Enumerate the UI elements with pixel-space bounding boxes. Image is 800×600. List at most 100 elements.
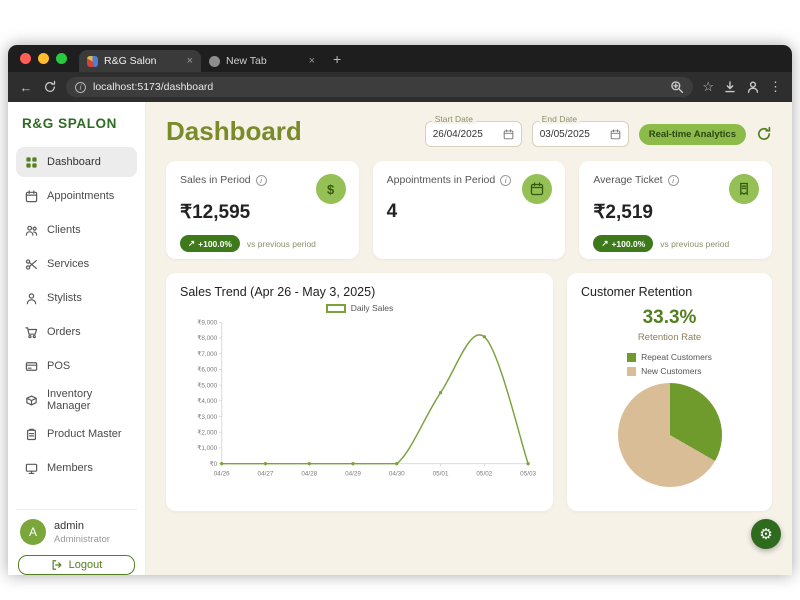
svg-text:₹7,000: ₹7,000 [197,351,217,358]
chart-legend[interactable]: Daily Sales [180,303,539,313]
new-tab-button[interactable]: + [333,51,342,67]
retention-legend: Repeat Customers New Customers [627,352,712,376]
settings-fab-button[interactable]: ⚙ [751,519,781,549]
sidebar-item-label: Product Master [47,428,122,440]
tab-close-icon[interactable]: × [186,55,193,67]
browser-toolbar: ← i localhost:5173/dashboard ☆ ⋮ [8,72,792,102]
svg-text:₹3,000: ₹3,000 [197,414,217,421]
sidebar-item-orders[interactable]: Orders [16,317,137,347]
refresh-button[interactable] [756,126,772,142]
legend-swatch-repeat [627,352,637,362]
retention-subtitle: Retention Rate [637,332,702,343]
tab-strip: R&G Salon × New Tab × + [8,45,792,72]
info-icon[interactable]: i [667,174,679,186]
sidebar-item-label: Stylists [47,292,82,304]
legend-label: Repeat Customers [641,352,712,362]
sidebar-item-clients[interactable]: Clients [16,215,137,245]
svg-text:₹5,000: ₹5,000 [197,382,217,389]
sidebar-item-members[interactable]: Members [16,453,137,483]
sidebar-item-pos[interactable]: POS [16,351,137,381]
url-text: localhost:5173/dashboard [93,81,214,93]
sales-trend-chart: ₹0 ₹1,000 ₹2,000 ₹3,000 ₹4,000 ₹5,000 ₹6,000 ₹7… [197,320,536,478]
page-header: Dashboard Start Date 26/04/2025 [166,114,772,147]
clipboard-icon [26,428,37,440]
tab-close-icon[interactable]: × [308,55,315,67]
gear-icon: ⚙ [759,526,773,543]
retention-pie [617,383,722,487]
sidebar-nav: Dashboard Appointments [16,147,137,487]
info-icon[interactable]: i [500,174,512,186]
logout-icon [52,560,62,570]
svg-text:₹1,000: ₹1,000 [197,445,217,452]
sidebar-item-label: Inventory Manager [47,388,93,412]
info-icon[interactable]: i [255,174,267,186]
stat-label: Sales in Period [180,174,251,186]
bookmark-star-icon[interactable]: ☆ [702,79,714,94]
card-terminal-icon [25,361,38,371]
retention-title: Customer Retention [581,285,693,299]
tab-title: New Tab [226,55,267,67]
tab-rg-salon[interactable]: R&G Salon × [79,50,201,72]
browser-window: R&G Salon × New Tab × + ← i localhost:51… [8,45,792,575]
svg-text:₹8,000: ₹8,000 [197,335,217,342]
sidebar-item-appointments[interactable]: Appointments [16,181,137,211]
svg-text:05/03: 05/03 [520,470,536,477]
person-icon [26,292,37,304]
people-icon [25,225,38,236]
stat-label: Average Ticket [593,174,663,186]
new-tab-favicon [209,55,220,67]
sidebar-item-label: Orders [47,326,81,338]
app-root: R&G SPALON Dashboard [8,102,792,575]
user-name: admin [54,519,84,532]
legend-label: New Customers [641,366,702,376]
calendar-icon[interactable] [503,128,514,140]
zoom-icon[interactable] [670,80,684,94]
fullscreen-window-button[interactable] [56,53,67,64]
end-date-input[interactable]: End Date 03/05/2025 [531,114,629,147]
sidebar-item-dashboard[interactable]: Dashboard [16,147,137,177]
download-icon[interactable] [723,80,737,94]
scissors-icon [25,258,37,270]
svg-text:₹4,000: ₹4,000 [197,398,217,405]
stat-value: ₹2,519 [593,202,653,223]
delta-badge: ↗ +100.0% [593,235,654,252]
svg-text:05/02: 05/02 [476,470,492,477]
start-date-input[interactable]: Start Date 26/04/2025 [424,114,522,147]
realtime-analytics-badge: Real-time Analytics [638,123,746,145]
sidebar-item-label: Members [47,462,93,474]
trend-up-icon: ↗ [601,238,609,248]
sidebar-item-inventory-manager[interactable]: Inventory Manager [16,385,137,415]
calendar-icon [25,189,38,202]
stat-card-sales: Sales in Period i $ ₹12,595 ↗ +100.0% vs… [166,161,359,259]
minimize-window-button[interactable] [38,53,49,64]
trend-up-icon: ↗ [188,238,196,248]
legend-swatch [325,303,346,313]
tab-title: R&G Salon [104,55,157,67]
sidebar-item-label: Services [47,258,90,270]
back-button[interactable]: ← [19,79,33,95]
svg-text:04/30: 04/30 [389,470,405,477]
sidebar-item-product-master[interactable]: Product Master [16,419,137,449]
browser-menu-icon[interactable]: ⋮ [769,79,782,94]
main-content: Dashboard Start Date 26/04/2025 [146,102,792,575]
site-info-icon[interactable]: i [75,81,86,93]
stat-card-average-ticket: Average Ticket i ₹2,519 ↗ [579,161,772,259]
stat-label: Appointments in Period [386,174,496,186]
end-date-value: 03/05/2025 [539,128,590,140]
close-window-button[interactable] [20,53,31,64]
svg-text:04/28: 04/28 [301,470,317,477]
svg-text:₹0: ₹0 [210,461,218,468]
profile-icon[interactable] [746,80,760,94]
address-bar[interactable]: i localhost:5173/dashboard [66,77,694,97]
calendar-icon[interactable] [610,128,621,140]
customer-retention-panel: Customer Retention 33.3% Retention Rate … [567,273,772,511]
tab-new-tab[interactable]: New Tab × [201,50,323,72]
sidebar-item-stylists[interactable]: Stylists [16,283,137,313]
sales-trend-panel: Sales Trend (Apr 26 - May 3, 2025) Daily… [166,273,553,511]
delta-note: vs previous period [246,238,316,249]
sidebar-item-services[interactable]: Services [16,249,137,279]
svg-text:₹9,000: ₹9,000 [197,320,217,327]
logout-button[interactable]: Logout [18,555,135,575]
reload-button[interactable] [43,80,57,94]
user-section: A admin Administrator [16,509,137,551]
